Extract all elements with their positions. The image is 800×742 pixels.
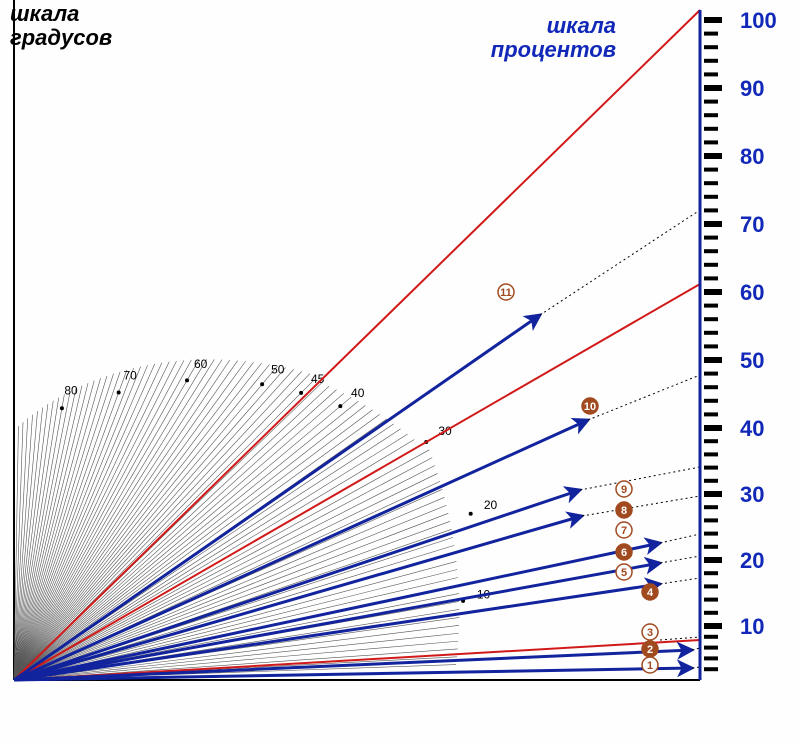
percent-major-tick xyxy=(704,623,722,629)
percent-minor-tick xyxy=(704,208,718,212)
percent-minor-tick xyxy=(704,331,718,335)
percent-label: 50 xyxy=(740,348,764,373)
degree-dot xyxy=(260,382,264,386)
percent-label: 30 xyxy=(740,482,764,507)
percent-minor-tick xyxy=(704,45,718,49)
percent-label: 10 xyxy=(740,614,764,639)
circled-number-text: 1 xyxy=(647,660,653,672)
circled-number-text: 8 xyxy=(621,505,627,517)
percent-minor-tick xyxy=(704,59,718,63)
degree-label: 70 xyxy=(123,368,137,382)
percent-label: 80 xyxy=(740,144,764,169)
percent-minor-tick xyxy=(704,236,718,240)
percent-minor-tick xyxy=(704,168,718,172)
percent-label: 60 xyxy=(740,280,764,305)
percent-minor-tick xyxy=(704,32,718,36)
extension-line xyxy=(660,556,700,563)
percent-minor-tick xyxy=(704,385,718,389)
degree-dot xyxy=(469,512,473,516)
percent-minor-tick xyxy=(704,276,718,280)
blue-arrow xyxy=(14,420,588,680)
circled-number-text: 4 xyxy=(647,587,654,599)
diagram-svg: 1020304045506070801009080706050403020101… xyxy=(0,0,800,742)
extension-line xyxy=(580,467,700,490)
percent-minor-tick xyxy=(704,113,718,117)
degree-dot xyxy=(117,390,121,394)
percent-minor-tick xyxy=(704,635,718,639)
red-line xyxy=(14,284,700,680)
percent-minor-tick xyxy=(704,452,718,456)
extension-line xyxy=(588,375,700,420)
extension-line xyxy=(582,496,700,516)
circled-number-text: 2 xyxy=(647,644,653,656)
degree-dot xyxy=(185,378,189,382)
percent-minor-tick xyxy=(704,317,718,321)
percent-minor-tick xyxy=(704,598,718,602)
percent-minor-tick xyxy=(704,344,718,348)
percent-major-tick xyxy=(704,153,722,159)
percent-minor-tick xyxy=(704,611,718,615)
percent-minor-tick xyxy=(704,140,718,144)
percent-major-tick xyxy=(704,491,722,497)
percent-minor-tick xyxy=(704,439,718,443)
degree-label: 40 xyxy=(351,386,365,400)
percent-major-tick xyxy=(704,425,722,431)
extension-line xyxy=(540,210,700,315)
percent-minor-tick xyxy=(704,249,718,253)
percent-minor-tick xyxy=(704,505,718,509)
degree-dot xyxy=(338,404,342,408)
circled-number-text: 10 xyxy=(584,401,596,413)
circled-number-text: 11 xyxy=(500,287,512,299)
degree-dot xyxy=(60,406,64,410)
circled-number-text: 6 xyxy=(621,547,627,559)
degree-label: 60 xyxy=(194,357,208,371)
percent-major-tick xyxy=(704,357,722,363)
percent-minor-tick xyxy=(704,263,718,267)
percent-minor-tick xyxy=(704,195,718,199)
percent-minor-tick xyxy=(704,667,718,671)
percent-minor-tick xyxy=(704,584,718,588)
circled-number-text: 5 xyxy=(621,567,627,579)
percent-minor-tick xyxy=(704,181,718,185)
percent-minor-tick xyxy=(704,399,718,403)
percent-major-tick xyxy=(704,289,722,295)
degree-ray xyxy=(14,450,429,680)
percent-major-tick xyxy=(704,85,722,91)
percent-minor-tick xyxy=(704,100,718,104)
percent-label: 40 xyxy=(740,416,764,441)
extension-line xyxy=(660,534,700,543)
percent-minor-tick xyxy=(704,304,718,308)
percent-minor-tick xyxy=(704,571,718,575)
percent-major-tick xyxy=(704,557,722,563)
percent-minor-tick xyxy=(704,545,718,549)
percent-minor-tick xyxy=(704,479,718,483)
circled-number-text: 7 xyxy=(621,525,627,537)
extension-line xyxy=(660,578,700,584)
percent-label: 70 xyxy=(740,212,764,237)
percent-minor-tick xyxy=(704,127,718,131)
degree-label: 50 xyxy=(271,363,285,377)
percent-minor-tick xyxy=(704,466,718,470)
percent-major-tick xyxy=(704,17,722,23)
percent-label: 20 xyxy=(740,548,764,573)
degree-dot xyxy=(299,391,303,395)
degree-label: 20 xyxy=(484,498,498,512)
percent-minor-tick xyxy=(704,532,718,536)
degree-ray xyxy=(14,371,302,680)
percent-label: 100 xyxy=(740,8,777,33)
percent-minor-tick xyxy=(704,72,718,76)
percent-minor-tick xyxy=(704,518,718,522)
percent-minor-tick xyxy=(704,372,718,376)
circled-number-text: 3 xyxy=(647,627,653,639)
circled-number-text: 9 xyxy=(621,484,627,496)
percent-minor-tick xyxy=(704,656,718,660)
percent-label: 90 xyxy=(740,76,764,101)
percent-minor-tick xyxy=(704,646,718,650)
percent-minor-tick xyxy=(704,412,718,416)
percent-major-tick xyxy=(704,221,722,227)
degree-label: 80 xyxy=(64,383,78,397)
